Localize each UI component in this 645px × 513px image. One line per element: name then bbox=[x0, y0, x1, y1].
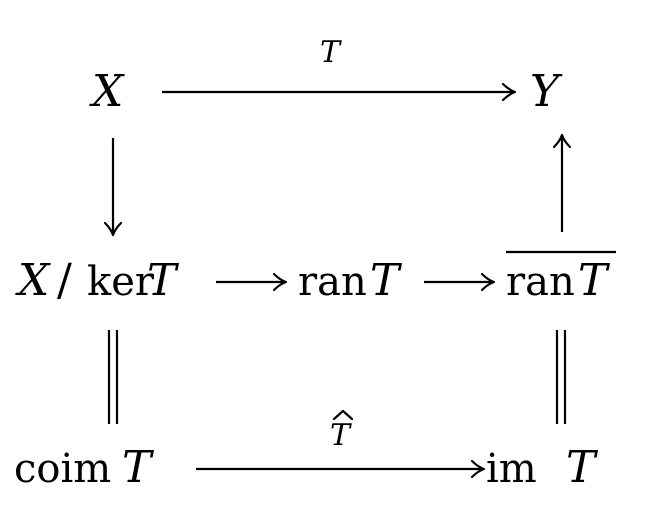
arrow-ran-to-closure bbox=[424, 272, 496, 292]
quotient-space: X bbox=[15, 255, 51, 306]
node-y: Y bbox=[530, 66, 563, 117]
node-closure-ran: ran T bbox=[506, 250, 616, 306]
arrow-x-to-quotient bbox=[103, 138, 123, 237]
quotient-slash: / bbox=[57, 255, 72, 306]
closure-fn: ran bbox=[506, 259, 575, 305]
label-t-top: T bbox=[320, 35, 342, 70]
im-fn: im bbox=[486, 446, 537, 492]
quotient-op: T bbox=[147, 255, 180, 306]
coim-op: T bbox=[122, 442, 155, 493]
hat-accent bbox=[332, 409, 354, 421]
equality-right bbox=[555, 330, 567, 424]
label-t-hat: T bbox=[330, 409, 354, 453]
ran-op: T bbox=[370, 255, 403, 306]
node-ran: ran T bbox=[298, 255, 403, 306]
arrow-quotient-to-ran bbox=[216, 272, 288, 292]
equality-left bbox=[107, 330, 119, 424]
node-quotient: X / ker T bbox=[15, 255, 180, 306]
im-op: T bbox=[566, 442, 599, 493]
ran-fn: ran bbox=[298, 259, 367, 305]
node-coim: coim T bbox=[14, 442, 155, 493]
arrow-coim-to-im bbox=[196, 459, 486, 479]
coim-fn: coim bbox=[14, 446, 111, 492]
quotient-ker: ker bbox=[87, 259, 155, 305]
closure-op: T bbox=[578, 255, 611, 306]
arrow-closure-to-y bbox=[552, 133, 572, 232]
node-im: im T bbox=[486, 442, 599, 493]
node-x: X bbox=[89, 66, 125, 117]
arrow-x-to-y bbox=[162, 82, 517, 102]
label-t-bottom: T bbox=[330, 418, 352, 453]
